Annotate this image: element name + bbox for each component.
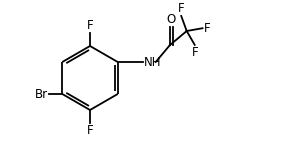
Text: F: F [87, 124, 93, 137]
Text: F: F [191, 46, 198, 59]
Text: Br: Br [35, 87, 48, 100]
Text: F: F [87, 19, 93, 32]
Text: F: F [178, 2, 185, 15]
Text: F: F [203, 22, 210, 35]
Text: O: O [167, 13, 176, 26]
Text: NH: NH [144, 56, 161, 68]
